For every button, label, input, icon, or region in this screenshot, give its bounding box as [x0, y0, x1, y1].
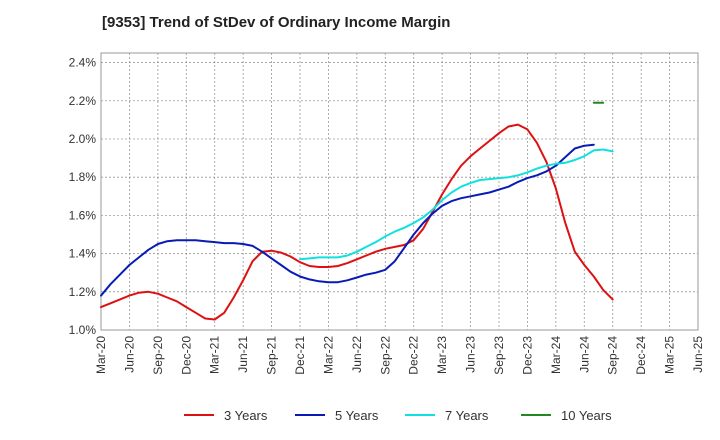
- legend-label-3: 10 Years: [561, 408, 612, 423]
- x-tick-label: Dec-22: [407, 336, 421, 375]
- x-tick-label: Mar-22: [321, 336, 335, 374]
- y-tick-label: 1.4%: [69, 247, 97, 261]
- x-tick-label: Dec-20: [179, 336, 193, 375]
- series-line-1: [100, 143, 595, 297]
- x-tick-label: Sep-22: [378, 336, 392, 375]
- x-tick-label: Mar-23: [435, 336, 449, 374]
- x-tick-label: Mar-25: [663, 336, 677, 374]
- legend-label-0: 3 Years: [224, 408, 268, 423]
- x-tick-label: Mar-21: [208, 336, 222, 374]
- x-tick-label: Jun-25: [691, 336, 705, 373]
- x-tick-label: Jun-21: [236, 336, 250, 373]
- y-tick-label: 1.0%: [69, 323, 97, 337]
- x-tick-label: Sep-23: [492, 336, 506, 375]
- x-tick-label: Jun-24: [577, 336, 591, 373]
- series-line-2: [299, 148, 614, 261]
- plot-area: [100, 52, 699, 331]
- x-tick-label: Dec-23: [520, 336, 534, 375]
- y-tick-label: 1.6%: [69, 208, 97, 222]
- y-tick-label: 2.2%: [69, 94, 97, 108]
- x-tick-label: Jun-20: [122, 336, 136, 373]
- x-tick-label: Dec-24: [634, 336, 648, 375]
- x-tick-label: Mar-24: [549, 336, 563, 374]
- x-tick-label: Dec-21: [293, 336, 307, 375]
- y-tick-label: 2.4%: [69, 56, 97, 70]
- series-lines: [100, 101, 614, 321]
- legend-label-2: 7 Years: [445, 408, 489, 423]
- grid: [100, 52, 699, 331]
- x-tick-label: Jun-23: [464, 336, 478, 373]
- chart-title: [9353] Trend of StDev of Ordinary Income…: [102, 14, 451, 31]
- x-tick-label: Mar-20: [94, 336, 108, 374]
- x-tick-label: Jun-22: [350, 336, 364, 373]
- x-tick-label: Sep-20: [151, 336, 165, 375]
- y-tick-label: 1.2%: [69, 285, 97, 299]
- legend: 3 Years 5 Years 7 Years 10 Years: [184, 408, 612, 423]
- y-tick-label: 1.8%: [69, 170, 97, 184]
- x-tick-label: Sep-24: [606, 336, 620, 375]
- axes: Mar-20 Jun-20 Sep-20 Dec-20 Mar-21 Jun-21 Sep-…: [69, 56, 705, 375]
- series-line-0: [100, 123, 614, 321]
- legend-label-1: 5 Years: [335, 408, 379, 423]
- x-tick-label: Sep-21: [265, 336, 279, 375]
- y-tick-label: 2.0%: [69, 132, 97, 146]
